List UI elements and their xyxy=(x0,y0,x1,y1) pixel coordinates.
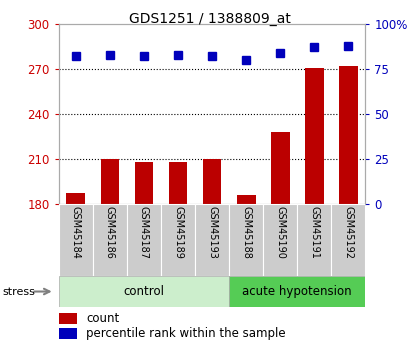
Text: GSM45191: GSM45191 xyxy=(309,206,319,259)
Text: GSM45193: GSM45193 xyxy=(207,206,217,259)
Bar xyxy=(263,204,297,276)
Bar xyxy=(297,204,331,276)
Bar xyxy=(59,313,77,324)
Bar xyxy=(59,276,229,307)
Bar xyxy=(229,276,365,307)
Text: GSM45192: GSM45192 xyxy=(344,206,353,259)
Bar xyxy=(339,66,358,204)
Bar xyxy=(331,204,365,276)
Bar xyxy=(195,204,229,276)
Bar xyxy=(127,204,161,276)
Bar xyxy=(237,195,255,204)
Text: GSM45190: GSM45190 xyxy=(275,206,285,259)
Text: GSM45186: GSM45186 xyxy=(105,206,115,259)
Bar xyxy=(93,204,127,276)
Bar xyxy=(203,159,221,204)
Bar xyxy=(100,159,119,204)
Text: percentile rank within the sample: percentile rank within the sample xyxy=(87,327,286,340)
Text: count: count xyxy=(87,312,120,325)
Bar xyxy=(59,204,93,276)
Text: GSM45187: GSM45187 xyxy=(139,206,149,259)
Text: GDS1251 / 1388809_at: GDS1251 / 1388809_at xyxy=(129,12,291,26)
Bar xyxy=(229,204,263,276)
Bar xyxy=(59,328,77,339)
Text: control: control xyxy=(123,285,165,298)
Text: GSM45189: GSM45189 xyxy=(173,206,183,259)
Text: acute hypotension: acute hypotension xyxy=(242,285,352,298)
Bar xyxy=(134,162,153,204)
Text: stress: stress xyxy=(2,287,35,296)
Bar xyxy=(66,193,85,204)
Text: GSM45184: GSM45184 xyxy=(71,206,81,259)
Bar xyxy=(305,68,324,204)
Bar xyxy=(169,162,187,204)
Bar xyxy=(271,132,290,204)
Text: GSM45188: GSM45188 xyxy=(241,206,251,259)
Bar xyxy=(161,204,195,276)
